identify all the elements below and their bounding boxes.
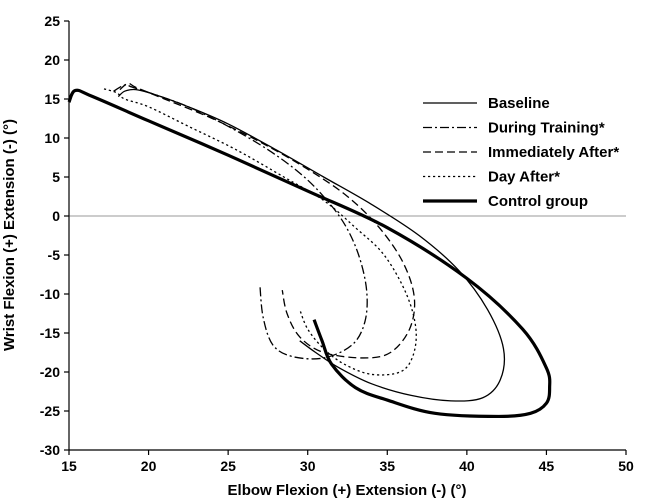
y-tick-label: -30 — [40, 442, 60, 458]
series-line-day-after — [103, 88, 417, 376]
x-tick-label: 25 — [220, 458, 236, 474]
x-tick-label: 20 — [141, 458, 157, 474]
series-line-baseline — [117, 88, 505, 402]
series-line-immediately-after — [119, 82, 416, 359]
x-axis-title: Elbow Flexion (+) Extension (-) (°) — [228, 482, 467, 499]
axes: 15 20 25 30 35 40 45 50 -30 -25 -20 -15 -10 -5 0 5 10 15 2… — [40, 13, 634, 474]
x-tick-label: 15 — [61, 458, 77, 474]
y-tick-label: 20 — [44, 52, 60, 68]
y-tick-label: 25 — [44, 13, 60, 29]
y-tick-label: -20 — [40, 364, 60, 380]
series-layer — [67, 82, 552, 419]
x-tick-label: 45 — [539, 458, 555, 474]
legend-label-baseline: Baseline — [488, 95, 550, 112]
legend-label-control-group: Control group — [488, 193, 588, 210]
legend-label-during-training: During Training* — [488, 120, 605, 137]
y-tick-label: -15 — [40, 325, 60, 341]
y-tick-label: -10 — [40, 286, 60, 302]
y-tick-label: 5 — [52, 169, 60, 185]
x-tick-label: 30 — [300, 458, 316, 474]
y-axis-title: Wrist Flexion (+) Extension (-) (°) — [1, 119, 18, 351]
legend-label-day-after: Day After* — [488, 169, 560, 186]
series-line-control-group — [67, 88, 552, 419]
y-tick-label: 0 — [52, 208, 60, 224]
y-tick-label: 10 — [44, 130, 60, 146]
x-tick-label: 40 — [459, 458, 475, 474]
y-tick-label: -5 — [48, 247, 61, 263]
legend-label-immediately-after: Immediately After* — [488, 144, 619, 161]
legend: Baseline During Training* Immediately Afte… — [423, 95, 619, 210]
x-tick-label: 35 — [379, 458, 395, 474]
y-tick-label: -25 — [40, 403, 60, 419]
y-tick-label: 15 — [44, 91, 60, 107]
series-line-during-training — [113, 84, 368, 360]
x-tick-label: 50 — [618, 458, 634, 474]
